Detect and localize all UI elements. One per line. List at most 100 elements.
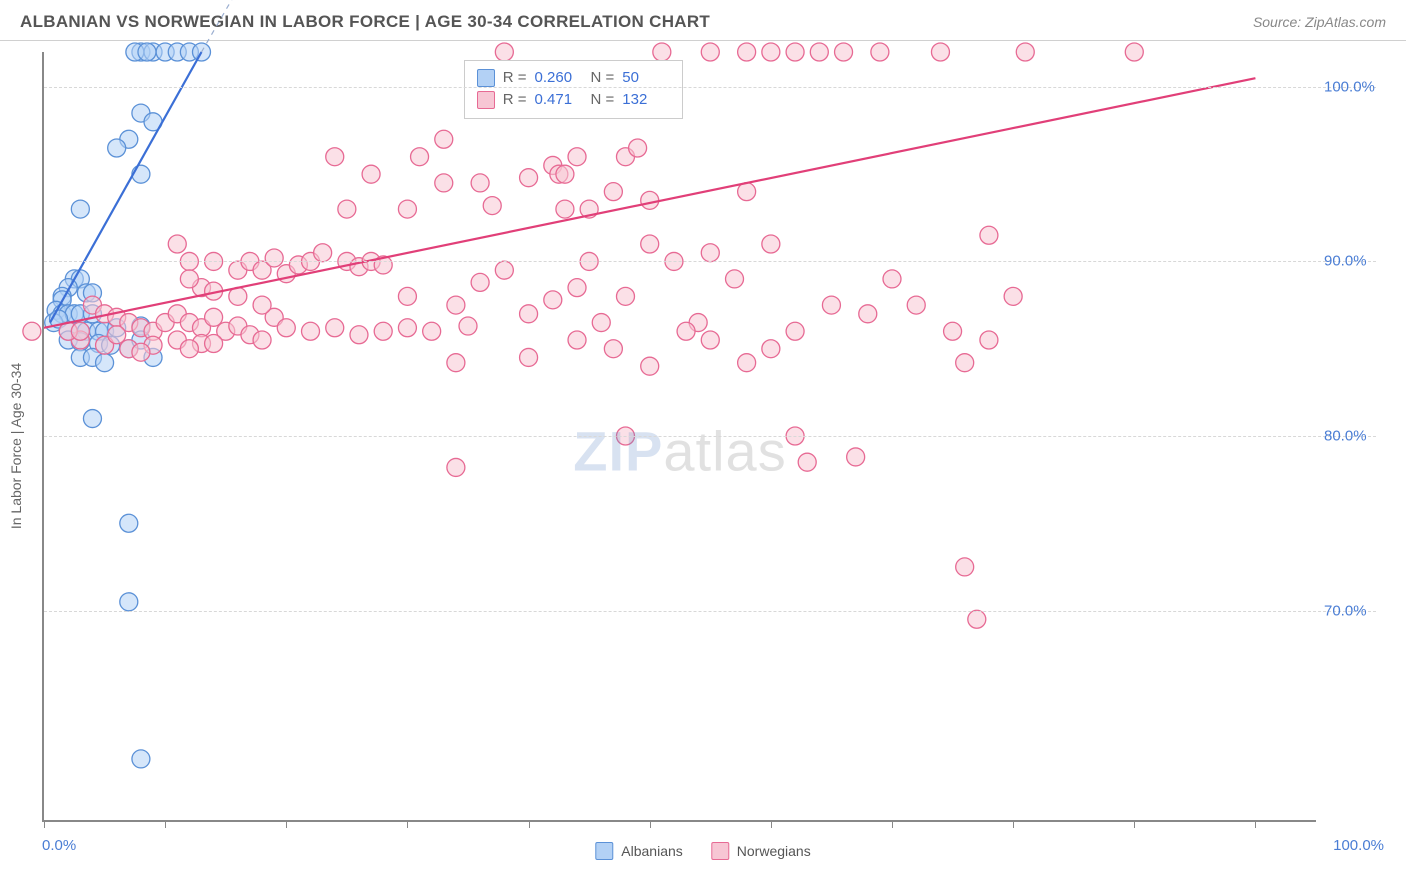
data-point	[980, 226, 998, 244]
data-point	[568, 279, 586, 297]
data-point	[132, 343, 150, 361]
correlation-legend-row: R =0.260N =50	[477, 67, 671, 90]
data-point	[956, 354, 974, 372]
x-tick	[1134, 820, 1135, 828]
data-point	[835, 43, 853, 61]
data-point	[592, 314, 610, 332]
data-point	[471, 174, 489, 192]
data-point	[1016, 43, 1034, 61]
legend-label-albanians: Albanians	[621, 843, 683, 859]
data-point	[71, 322, 89, 340]
data-point	[168, 235, 186, 253]
legend-swatch	[477, 69, 495, 87]
r-label: R =	[503, 67, 527, 90]
data-point	[931, 43, 949, 61]
data-point	[265, 249, 283, 267]
x-tick	[650, 820, 651, 828]
data-point	[520, 348, 538, 366]
data-point	[798, 453, 816, 471]
data-point	[701, 43, 719, 61]
data-point	[980, 331, 998, 349]
data-point	[738, 354, 756, 372]
data-point	[108, 139, 126, 157]
gridline-h	[44, 436, 1376, 437]
data-point	[447, 354, 465, 372]
data-point	[120, 514, 138, 532]
x-tick	[771, 820, 772, 828]
data-point	[447, 458, 465, 476]
data-point	[786, 43, 804, 61]
n-value: 132	[622, 89, 670, 112]
chart-header: ALBANIAN VS NORWEGIAN IN LABOR FORCE | A…	[0, 0, 1406, 41]
data-point	[338, 200, 356, 218]
legend-swatch	[477, 91, 495, 109]
data-point	[544, 291, 562, 309]
x-axis-min-label: 0.0%	[42, 837, 76, 854]
y-tick-label: 100.0%	[1324, 78, 1394, 95]
data-point	[786, 322, 804, 340]
data-point	[726, 270, 744, 288]
data-point	[277, 319, 295, 337]
legend-swatch-albanians	[595, 842, 613, 860]
data-point	[883, 270, 901, 288]
y-tick-label: 90.0%	[1324, 253, 1394, 270]
r-label: R =	[503, 89, 527, 112]
data-point	[616, 287, 634, 305]
data-point	[108, 326, 126, 344]
gridline-h	[44, 87, 1376, 88]
data-point	[302, 322, 320, 340]
y-tick-label: 80.0%	[1324, 428, 1394, 445]
data-point	[180, 270, 198, 288]
data-point	[205, 334, 223, 352]
data-point	[604, 183, 622, 201]
data-point	[968, 610, 986, 628]
legend-item-albanians: Albanians	[595, 842, 683, 860]
data-point	[495, 261, 513, 279]
data-point	[568, 331, 586, 349]
data-point	[253, 296, 271, 314]
data-point	[471, 273, 489, 291]
n-label: N =	[591, 89, 615, 112]
data-point	[762, 43, 780, 61]
gridline-h	[44, 611, 1376, 612]
data-point	[398, 287, 416, 305]
data-point	[677, 322, 695, 340]
data-point	[180, 340, 198, 358]
data-point	[701, 244, 719, 262]
data-point	[520, 169, 538, 187]
data-point	[326, 319, 344, 337]
data-point	[120, 593, 138, 611]
trend-line	[50, 52, 201, 323]
data-point	[398, 319, 416, 337]
x-tick	[44, 820, 45, 828]
data-point	[956, 558, 974, 576]
data-point	[423, 322, 441, 340]
x-tick	[529, 820, 530, 828]
series-legend: Albanians Norwegians	[595, 842, 810, 860]
x-tick	[407, 820, 408, 828]
data-point	[556, 200, 574, 218]
data-point	[641, 235, 659, 253]
data-point	[568, 148, 586, 166]
r-value: 0.471	[535, 89, 583, 112]
data-point	[71, 200, 89, 218]
data-point	[83, 410, 101, 428]
data-point	[374, 322, 392, 340]
data-point	[859, 305, 877, 323]
data-point	[847, 448, 865, 466]
data-point	[604, 340, 622, 358]
data-point	[362, 165, 380, 183]
source-label: Source: ZipAtlas.com	[1253, 14, 1386, 30]
data-point	[435, 174, 453, 192]
data-point	[447, 296, 465, 314]
legend-label-norwegians: Norwegians	[737, 843, 811, 859]
data-point	[495, 43, 513, 61]
data-point	[641, 357, 659, 375]
correlation-legend: R =0.260N =50R = 0.471 N = 132	[464, 60, 684, 119]
n-value: 50	[622, 67, 670, 90]
data-point	[253, 331, 271, 349]
data-point	[1004, 287, 1022, 305]
legend-item-norwegians: Norwegians	[711, 842, 811, 860]
data-point	[314, 244, 332, 262]
data-point	[96, 354, 114, 372]
